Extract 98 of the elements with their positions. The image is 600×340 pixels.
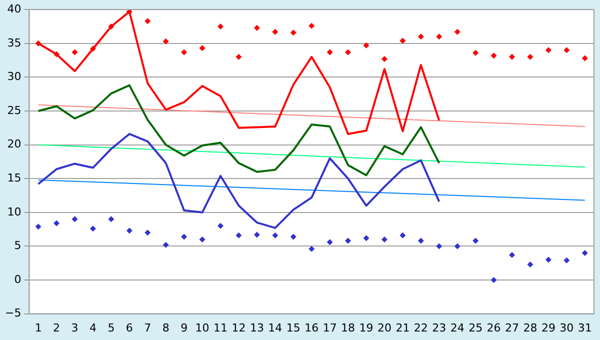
point	[290, 30, 296, 36]
point	[199, 236, 206, 242]
x-tick-label: 6	[126, 321, 133, 334]
point	[436, 243, 442, 250]
y-tick-label: 0	[14, 272, 22, 286]
x-tick-label: 25	[468, 321, 483, 334]
x-tick-label: 4	[89, 321, 96, 334]
point	[490, 277, 497, 283]
point	[218, 24, 224, 30]
point	[400, 232, 406, 238]
y-tick-label: −5	[4, 306, 22, 320]
point	[545, 47, 552, 54]
point	[236, 232, 242, 238]
point	[472, 238, 479, 244]
x-tick-label: 16	[304, 321, 319, 334]
point	[254, 24, 260, 31]
x-tick-label: 2	[53, 321, 60, 334]
point	[418, 34, 424, 40]
point	[472, 50, 479, 56]
x-tick-label: 17	[322, 321, 337, 334]
y-tick-label: 40	[7, 2, 22, 16]
x-tick-label: 28	[523, 321, 538, 334]
x-tick-label: 10	[195, 321, 210, 334]
x-tick-label: 9	[180, 321, 188, 334]
point	[308, 246, 315, 252]
point	[454, 243, 460, 250]
x-tick-label: 18	[341, 321, 356, 334]
point	[72, 216, 78, 222]
point	[326, 49, 333, 56]
point	[181, 49, 188, 56]
point	[527, 261, 534, 268]
point	[218, 222, 224, 229]
point	[144, 18, 151, 24]
point	[199, 45, 206, 52]
point	[90, 226, 96, 232]
x-tick-label: 8	[162, 321, 170, 334]
point	[582, 55, 588, 62]
x-tick-label: 23	[432, 321, 446, 334]
point	[400, 38, 406, 44]
point	[490, 52, 497, 59]
point	[381, 236, 388, 242]
x-tick-label: 5	[108, 321, 115, 334]
point	[527, 54, 534, 60]
y-tick-label: 35	[7, 36, 22, 50]
x-tick-label: 12	[232, 321, 246, 334]
point	[72, 49, 78, 56]
x-tick-label: 21	[396, 321, 410, 334]
point	[326, 239, 333, 246]
x-tick-label: 20	[377, 321, 392, 334]
point	[108, 216, 114, 222]
point	[236, 54, 242, 60]
point	[126, 228, 132, 234]
point	[272, 232, 278, 238]
point	[564, 257, 570, 264]
point	[162, 38, 169, 44]
point	[181, 234, 188, 240]
point	[381, 56, 388, 62]
y-tick-label: 20	[7, 138, 22, 151]
point	[54, 220, 60, 226]
y-tick-label: 15	[7, 171, 22, 184]
x-tick-label: 15	[286, 321, 300, 334]
x-tick-label: 24	[450, 321, 464, 334]
x-tick-label: 26	[486, 321, 501, 334]
x-tick-label: 27	[505, 321, 520, 334]
point	[162, 242, 169, 248]
point	[363, 235, 370, 242]
point	[418, 238, 424, 244]
point	[345, 49, 352, 56]
point	[454, 28, 460, 35]
y-tick-label: 5	[14, 239, 22, 252]
x-tick-label: 31	[578, 321, 592, 334]
x-tick-label: 3	[71, 321, 78, 334]
y-tick-label: 30	[7, 70, 22, 84]
x-tick-label: 11	[214, 321, 228, 334]
point	[35, 224, 42, 230]
x-tick-label: 13	[250, 321, 264, 334]
point	[272, 28, 278, 35]
point	[509, 252, 516, 258]
x-tick-label: 7	[144, 321, 152, 334]
x-tick-label: 1	[34, 321, 42, 334]
point	[564, 47, 570, 54]
point	[308, 22, 315, 29]
point	[345, 238, 352, 244]
x-tick-label: 22	[414, 321, 428, 334]
x-tick-label: 29	[541, 321, 556, 334]
x-tick-label: 19	[359, 321, 374, 334]
y-tick-label: 25	[7, 104, 22, 117]
y-tick-label: 10	[7, 205, 22, 218]
point	[363, 42, 370, 48]
point	[254, 232, 260, 238]
x-tick-label: 14	[268, 321, 282, 334]
point	[436, 34, 442, 40]
x-tick-label: 30	[560, 321, 574, 334]
point	[545, 256, 552, 263]
point	[290, 234, 296, 240]
point	[144, 230, 151, 236]
point	[582, 250, 588, 256]
point	[509, 54, 516, 60]
